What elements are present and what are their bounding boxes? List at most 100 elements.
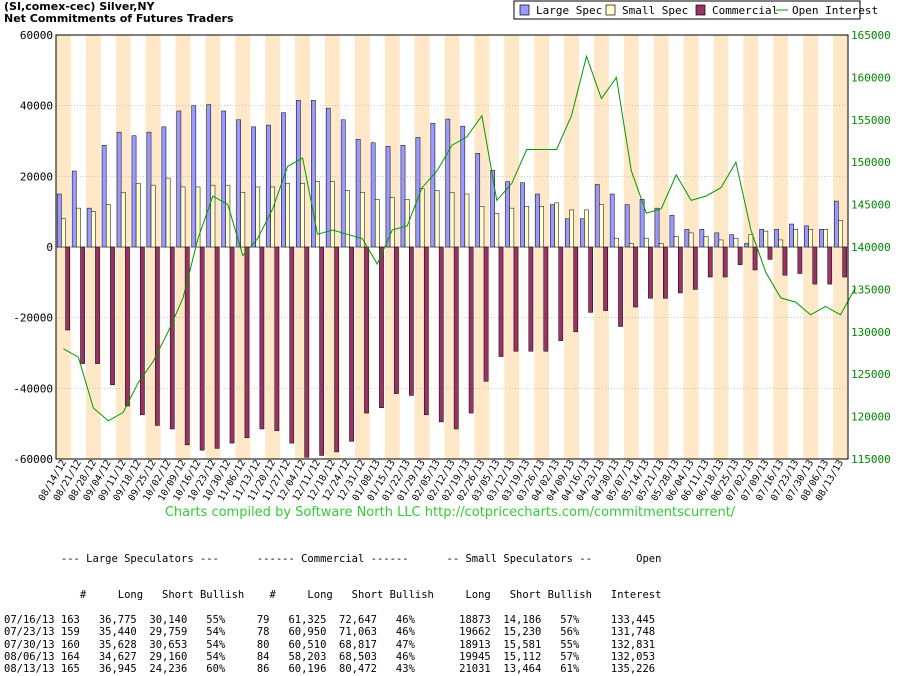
- table-column-headers: # Long Short Bullish # Long Short Bullis…: [4, 589, 662, 602]
- commercial-bar: [140, 246, 145, 416]
- large-spec-bar: [834, 200, 839, 248]
- chart-subtitle: Net Commitments of Futures Traders: [4, 12, 234, 25]
- large-spec-bar: [520, 182, 525, 248]
- commercial-bar: [349, 246, 354, 442]
- small-spec-bar: [673, 236, 679, 248]
- large-spec-bar: [325, 107, 331, 248]
- commercial-bar: [110, 246, 115, 386]
- large-spec-bar: [116, 131, 122, 248]
- large-spec-bar: [744, 243, 750, 248]
- commercial-bar: [154, 246, 160, 426]
- large-spec-bar: [460, 125, 466, 248]
- large-spec-bar: [131, 135, 137, 248]
- legend-box: [513, 0, 861, 20]
- small-spec-bar: [225, 184, 231, 248]
- large-spec-bar: [281, 112, 286, 248]
- commercial-bar: [214, 246, 220, 449]
- commercial-bar: [364, 246, 369, 414]
- large-spec-bar: [296, 100, 301, 248]
- large-spec-bar: [729, 234, 735, 248]
- y-tick-right: 130000: [851, 326, 891, 339]
- commercial-bar: [199, 246, 205, 451]
- commercial-bar: [409, 246, 414, 396]
- commercial-bar: [767, 246, 773, 260]
- small-spec-bar: [285, 183, 290, 248]
- commercial-bar: [633, 246, 638, 308]
- large-spec-bar: [639, 199, 645, 248]
- large-spec-bar: [804, 225, 809, 248]
- small-spec-bar: [524, 206, 530, 248]
- small-spec-bar: [509, 207, 515, 248]
- large-spec-bar: [535, 193, 540, 248]
- commercial-bar: [513, 246, 519, 352]
- commercial-bar: [379, 246, 384, 409]
- small-spec-bar: [240, 191, 246, 248]
- small-spec-bar: [345, 190, 350, 248]
- small-spec-bar: [374, 199, 380, 248]
- small-spec-bar: [584, 209, 589, 248]
- y-tick-right: 145000: [851, 199, 891, 212]
- table-row: 08/13/13 165 36,945 24,236 60% 86 60,196…: [4, 663, 656, 676]
- small-spec-legend-swatch: [605, 4, 616, 16]
- commercial-bar: [648, 246, 653, 299]
- large-spec-bar: [714, 232, 720, 248]
- large-spec-bar: [699, 229, 705, 248]
- y-tick-left: -40000: [13, 382, 53, 395]
- credit-line: Charts compiled by Software North LLC ht…: [164, 505, 736, 520]
- large-spec-bar: [191, 105, 197, 248]
- commercial-bar: [543, 246, 549, 352]
- cot-chart: 60000 40000 20000 0 -20000 -40000 -60000 16500…: [13, 0, 891, 503]
- open-interest-line: [63, 54, 856, 422]
- small-spec-bar: [419, 188, 425, 248]
- large-spec-bar: [146, 131, 152, 248]
- commercial-bar: [528, 246, 534, 352]
- large-spec-bar: [355, 138, 361, 248]
- commercial-bar: [752, 246, 758, 271]
- small-spec-bar: [569, 209, 574, 248]
- y-tick-right: 115000: [851, 453, 891, 466]
- small-spec-bar: [300, 183, 305, 248]
- small-spec-bar: [255, 186, 261, 248]
- small-spec-bar: [404, 199, 410, 248]
- large-spec-bar: [310, 100, 316, 248]
- small-spec-bar: [748, 234, 754, 248]
- large-spec-legend-swatch: [519, 4, 530, 16]
- commercial-bar: [797, 246, 803, 274]
- large-spec-bar: [221, 110, 227, 248]
- small-spec-bar: [643, 237, 649, 248]
- commercial-bar: [558, 246, 564, 341]
- large-spec-bar: [609, 193, 615, 248]
- small-spec-bar: [494, 213, 500, 248]
- small-spec-bar: [105, 204, 111, 248]
- large-spec-bar: [490, 170, 495, 248]
- large-spec-bar: [236, 119, 241, 248]
- large-spec-bar: [370, 142, 376, 248]
- large-spec-bar: [475, 153, 481, 248]
- large-spec-bar: [86, 207, 92, 248]
- small-spec-bar: [763, 230, 769, 248]
- small-spec-bar: [658, 243, 664, 248]
- small-spec-bar: [195, 186, 201, 248]
- small-spec-bar: [210, 184, 216, 248]
- small-spec-bar: [539, 206, 545, 248]
- large-spec-bar: [579, 218, 585, 248]
- large-spec-bar: [206, 104, 212, 248]
- large-spec-bar: [340, 119, 346, 248]
- table-row: 07/16/13 163 36,775 30,140 55% 79 61,325…: [4, 614, 656, 627]
- commercial-bar: [319, 246, 325, 456]
- commercial-legend-swatch: [695, 4, 706, 16]
- y-tick-left: 20000: [20, 170, 53, 183]
- commercial-bar: [573, 246, 579, 333]
- y-tick-left: -20000: [13, 312, 53, 325]
- small-spec-bar: [270, 186, 276, 248]
- commercial-bar: [65, 246, 70, 331]
- y-tick-right: 140000: [851, 241, 891, 254]
- commercial-bar: [304, 246, 310, 458]
- large-spec-bar: [654, 207, 660, 248]
- small-spec-bar: [838, 220, 843, 248]
- large-spec-bar: [266, 124, 271, 248]
- commercial-bar: [483, 246, 489, 382]
- small-spec-bar: [733, 237, 739, 248]
- small-spec-bar: [91, 211, 96, 248]
- large-spec-bar: [101, 144, 107, 248]
